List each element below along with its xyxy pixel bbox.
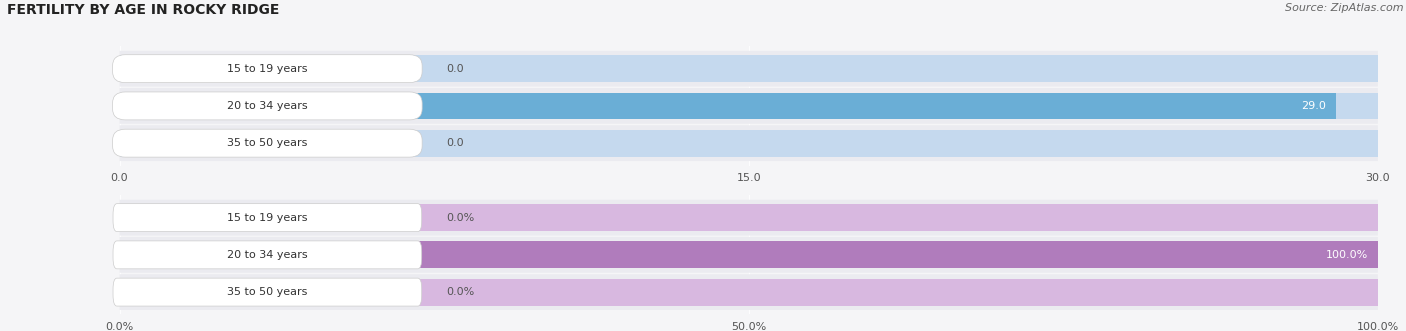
- Text: 0.0%: 0.0%: [447, 287, 475, 297]
- Bar: [120, 55, 1378, 82]
- FancyBboxPatch shape: [112, 55, 422, 83]
- FancyBboxPatch shape: [120, 237, 1378, 273]
- Text: 20 to 34 years: 20 to 34 years: [226, 250, 308, 260]
- Text: 35 to 50 years: 35 to 50 years: [228, 138, 308, 148]
- Bar: [120, 242, 1378, 268]
- FancyBboxPatch shape: [120, 125, 1378, 161]
- FancyBboxPatch shape: [120, 51, 1378, 87]
- FancyBboxPatch shape: [120, 274, 1378, 310]
- Text: 29.0: 29.0: [1301, 101, 1326, 111]
- Bar: [120, 279, 1378, 306]
- Text: 15 to 19 years: 15 to 19 years: [228, 64, 308, 74]
- FancyBboxPatch shape: [120, 200, 1378, 236]
- Text: FERTILITY BY AGE IN ROCKY RIDGE: FERTILITY BY AGE IN ROCKY RIDGE: [7, 3, 280, 17]
- FancyBboxPatch shape: [112, 92, 422, 120]
- Bar: [120, 204, 1378, 231]
- FancyBboxPatch shape: [112, 278, 422, 306]
- Text: 100.0%: 100.0%: [1326, 250, 1368, 260]
- FancyBboxPatch shape: [112, 241, 422, 269]
- Text: 15 to 19 years: 15 to 19 years: [228, 213, 308, 223]
- Text: 0.0: 0.0: [447, 138, 464, 148]
- Text: 35 to 50 years: 35 to 50 years: [228, 287, 308, 297]
- FancyBboxPatch shape: [112, 204, 422, 232]
- Text: 0.0: 0.0: [447, 64, 464, 74]
- Text: 0.0%: 0.0%: [447, 213, 475, 223]
- Bar: [120, 93, 1378, 119]
- FancyBboxPatch shape: [112, 129, 422, 157]
- Bar: [120, 93, 1336, 119]
- Text: 20 to 34 years: 20 to 34 years: [226, 101, 308, 111]
- Bar: [120, 242, 1378, 268]
- FancyBboxPatch shape: [120, 88, 1378, 124]
- Text: Source: ZipAtlas.com: Source: ZipAtlas.com: [1285, 3, 1403, 13]
- Bar: [120, 130, 1378, 157]
